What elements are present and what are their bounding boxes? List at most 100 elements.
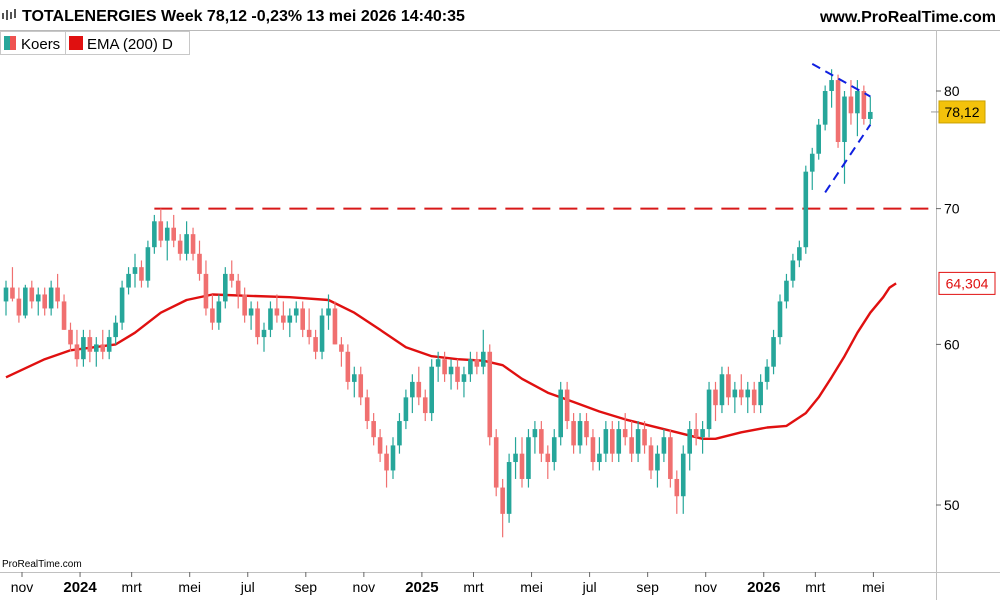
x-tick-label: 2026 — [747, 579, 780, 596]
y-tick-label: 50 — [944, 497, 960, 513]
candle — [100, 329, 106, 360]
candle — [680, 445, 686, 514]
candle — [177, 234, 183, 261]
candle — [281, 301, 286, 330]
candle — [577, 413, 583, 454]
ema-layer — [5, 282, 897, 440]
x-tick-label: nov — [11, 579, 34, 595]
koers-swatch-icon — [4, 36, 16, 50]
candle — [739, 374, 744, 406]
candle — [532, 421, 538, 454]
candle — [597, 437, 602, 471]
candle — [74, 329, 80, 367]
x-tick-label: mrt — [805, 579, 825, 595]
candle — [203, 260, 209, 316]
candle — [55, 273, 60, 309]
candle — [300, 301, 305, 338]
candle — [590, 429, 596, 471]
candle — [429, 359, 434, 422]
candle — [422, 389, 428, 422]
candle — [261, 322, 267, 352]
x-tick-label: mei — [862, 579, 885, 595]
candle — [126, 267, 131, 295]
candle — [403, 389, 409, 430]
y-tick-label: 80 — [944, 83, 960, 99]
candle — [506, 453, 512, 523]
legend-label-koers: Koers — [21, 36, 60, 53]
candle — [29, 280, 35, 309]
chart-title: TOTALENERGIES Week 78,12 -0,23% 13 mei 2… — [22, 8, 465, 25]
candle — [16, 287, 22, 323]
watermark: ProRealTime.com — [2, 559, 82, 570]
candle — [629, 421, 634, 463]
candle — [545, 445, 551, 479]
legend[interactable]: Koers EMA (200) D — [0, 31, 190, 55]
x-tick-label: mrt — [122, 579, 142, 595]
candle — [468, 351, 473, 382]
x-tick-label: 2024 — [63, 579, 97, 596]
candle — [306, 308, 312, 345]
candle — [87, 329, 93, 363]
site-url: www.ProRealTime.com — [819, 9, 996, 26]
legend-label-ema: EMA (200) D — [87, 36, 173, 53]
candle — [145, 240, 151, 288]
candle — [287, 308, 293, 338]
candle — [94, 337, 99, 367]
candle — [106, 329, 112, 360]
candle — [48, 280, 54, 316]
candle — [23, 284, 28, 319]
x-tick-label: jul — [240, 579, 255, 595]
y-tick-label: 60 — [944, 336, 960, 352]
candle — [584, 413, 589, 446]
candle — [564, 381, 570, 430]
candle — [448, 359, 454, 390]
candle — [152, 214, 157, 254]
x-tick-label: mei — [520, 579, 543, 595]
y-axis: 80 70 60 50 — [936, 83, 960, 513]
candle — [835, 74, 841, 148]
candle — [42, 287, 47, 316]
candle — [513, 437, 518, 479]
candle — [648, 437, 654, 479]
candle — [384, 445, 389, 488]
candle — [461, 366, 467, 398]
candle — [571, 413, 576, 454]
candle — [132, 253, 138, 288]
candle — [668, 429, 673, 488]
candle — [268, 301, 273, 338]
candle — [758, 374, 763, 414]
x-tick-label: sep — [636, 579, 659, 595]
header: TOTALENERGIES Week 78,12 -0,23% 13 mei 2… — [0, 0, 1000, 31]
candle — [339, 337, 344, 367]
candle — [255, 301, 260, 345]
candle — [868, 96, 873, 125]
legend-item-ema[interactable] — [65, 31, 190, 55]
candle — [764, 359, 770, 390]
candle — [184, 221, 189, 261]
candle — [10, 267, 15, 302]
candle — [713, 381, 718, 422]
candle — [371, 413, 376, 446]
candle — [119, 280, 125, 330]
candle — [797, 240, 802, 268]
candle — [364, 389, 370, 430]
candle — [706, 381, 712, 438]
candle — [803, 165, 809, 254]
candle — [61, 294, 67, 330]
candle — [313, 329, 318, 360]
candle — [210, 294, 215, 330]
x-tick-label: nov — [353, 579, 376, 595]
candle — [642, 421, 647, 454]
ema-swatch-icon — [69, 36, 83, 50]
candle — [700, 421, 705, 454]
candle — [674, 470, 680, 514]
x-tick-label: nov — [694, 579, 717, 595]
candle — [861, 85, 867, 125]
x-tick-label: sep — [295, 579, 318, 595]
x-tick-label: mei — [178, 579, 201, 595]
candle — [474, 351, 480, 375]
candle — [390, 437, 396, 479]
candle — [81, 329, 86, 367]
candle — [345, 344, 351, 390]
